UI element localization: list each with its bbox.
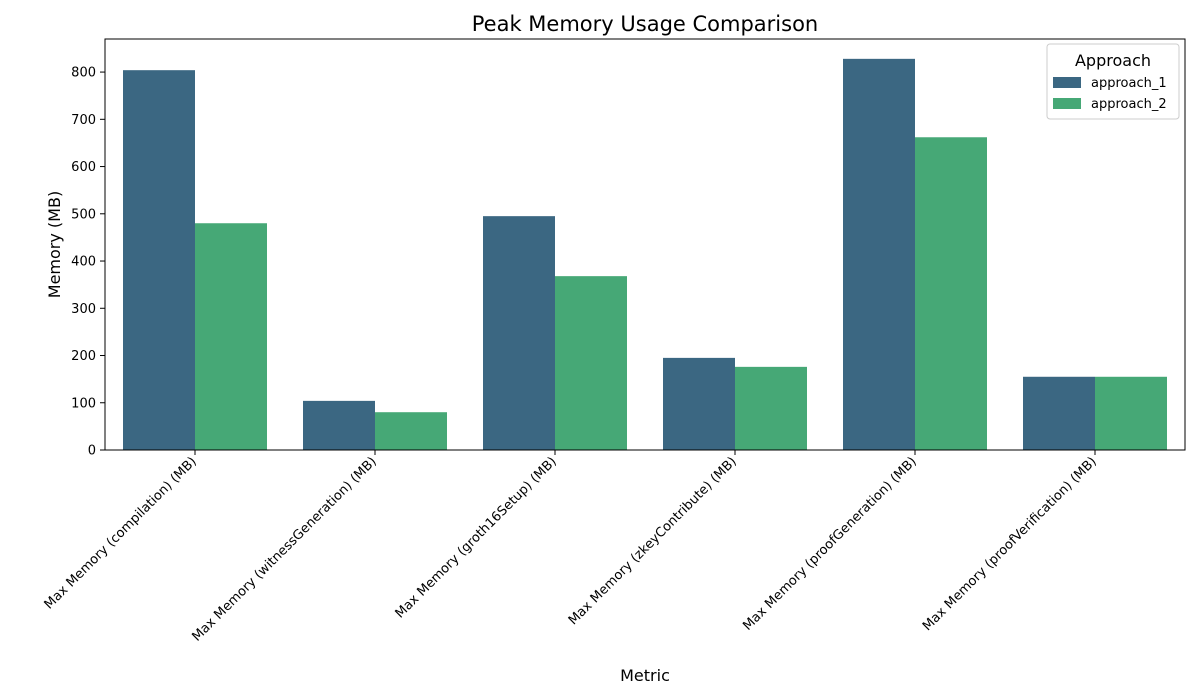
y-tick-label: 300: [71, 302, 96, 317]
y-tick-label: 500: [71, 207, 96, 222]
legend-label-approach_1: approach_1: [1091, 76, 1167, 91]
bar-approach_2-2: [555, 276, 627, 450]
x-tick-label: Max Memory (zkeyContribute) (MB): [566, 454, 740, 628]
chart-title: Peak Memory Usage Comparison: [472, 12, 818, 36]
x-tick-label: Max Memory (groth16Setup) (MB): [393, 454, 560, 621]
bar-approach_1-1: [303, 400, 375, 450]
y-tick-label: 0: [88, 444, 96, 459]
plot-frame: [104, 38, 1186, 451]
y-tick-label: 600: [71, 160, 96, 175]
x-tick-label: Max Memory (witnessGeneration) (MB): [189, 454, 379, 644]
bar-approach_2-4: [915, 137, 987, 450]
y-tick-label: 200: [71, 349, 96, 364]
legend-items: approach_1 approach_2: [1053, 76, 1167, 112]
bar-approach_2-1: [375, 412, 447, 450]
legend-swatch-approach_2: [1053, 98, 1081, 109]
bar-approach_2-5: [1095, 376, 1167, 450]
legend: Approach approach_1 approach_2: [1046, 43, 1180, 120]
x-tick-label: Max Memory (compilation) (MB): [42, 454, 200, 612]
y-tick-label: 100: [71, 396, 96, 411]
bar-approach_1-2: [483, 216, 555, 450]
legend-swatch-approach_1: [1053, 77, 1081, 88]
bar-approach_1-4: [843, 58, 915, 451]
legend-label-approach_2: approach_2: [1091, 97, 1167, 112]
legend-title: Approach: [1075, 51, 1151, 70]
y-tick-label: 400: [71, 255, 96, 270]
x-tick-label: Max Memory (proofGeneration) (MB): [740, 454, 920, 634]
bars-layer: [123, 58, 1167, 451]
x-axis: Max Memory (compilation) (MB)Max Memory …: [42, 450, 1100, 645]
y-axis: 0 100 200 300 400 500 600 700 800: [71, 66, 105, 459]
bar-approach_2-3: [735, 366, 807, 450]
bar-approach_1-0: [123, 70, 195, 450]
bar-approach_2-0: [195, 223, 267, 450]
y-tick-label: 800: [71, 66, 96, 81]
x-tick-label: Max Memory (proofVerification) (MB): [920, 454, 1100, 634]
y-axis-title: Memory (MB): [45, 191, 64, 298]
bar-approach_1-5: [1023, 376, 1095, 450]
bar-approach_1-3: [663, 357, 735, 450]
x-axis-title: Metric: [620, 666, 670, 685]
y-tick-label: 700: [71, 113, 96, 128]
